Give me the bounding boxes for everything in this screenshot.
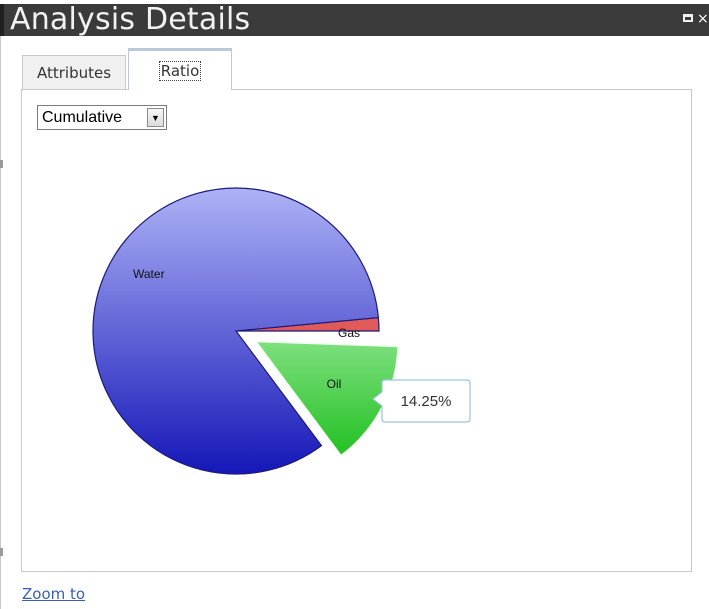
tooltip-bubble (372, 379, 471, 423)
tooltip-value: 14.25% (401, 393, 452, 410)
scroll-mark (0, 548, 3, 556)
scroll-mark (0, 160, 3, 168)
period-dropdown[interactable]: Cumulative ▼ (37, 105, 167, 130)
window-left-border (0, 36, 1, 609)
triangle-down-icon[interactable]: ▼ (147, 108, 164, 127)
pie-slice-water[interactable] (92, 187, 380, 475)
titlebar-edge (0, 4, 4, 36)
window-titlebar: Analysis Details × (0, 0, 709, 36)
slice-tooltip: 14.25% (372, 379, 471, 423)
maximize-icon[interactable] (683, 14, 693, 22)
zoom-to-link[interactable]: Zoom to (22, 585, 86, 603)
slice-label-gas: Gas (338, 326, 360, 340)
close-icon[interactable]: × (697, 11, 709, 27)
titlebar-background (0, 4, 709, 36)
dropdown-value: Cumulative (42, 108, 123, 126)
tab-attributes[interactable]: Attributes (22, 55, 126, 89)
tab-ratio[interactable]: Ratio (128, 48, 232, 90)
slice-label-oil: Oil (327, 377, 342, 391)
tab-ratio-label: Ratio (158, 60, 202, 81)
slice-label-water: Water (133, 267, 165, 281)
tab-attributes-label: Attributes (36, 63, 112, 82)
window-title: Analysis Details (10, 2, 251, 36)
